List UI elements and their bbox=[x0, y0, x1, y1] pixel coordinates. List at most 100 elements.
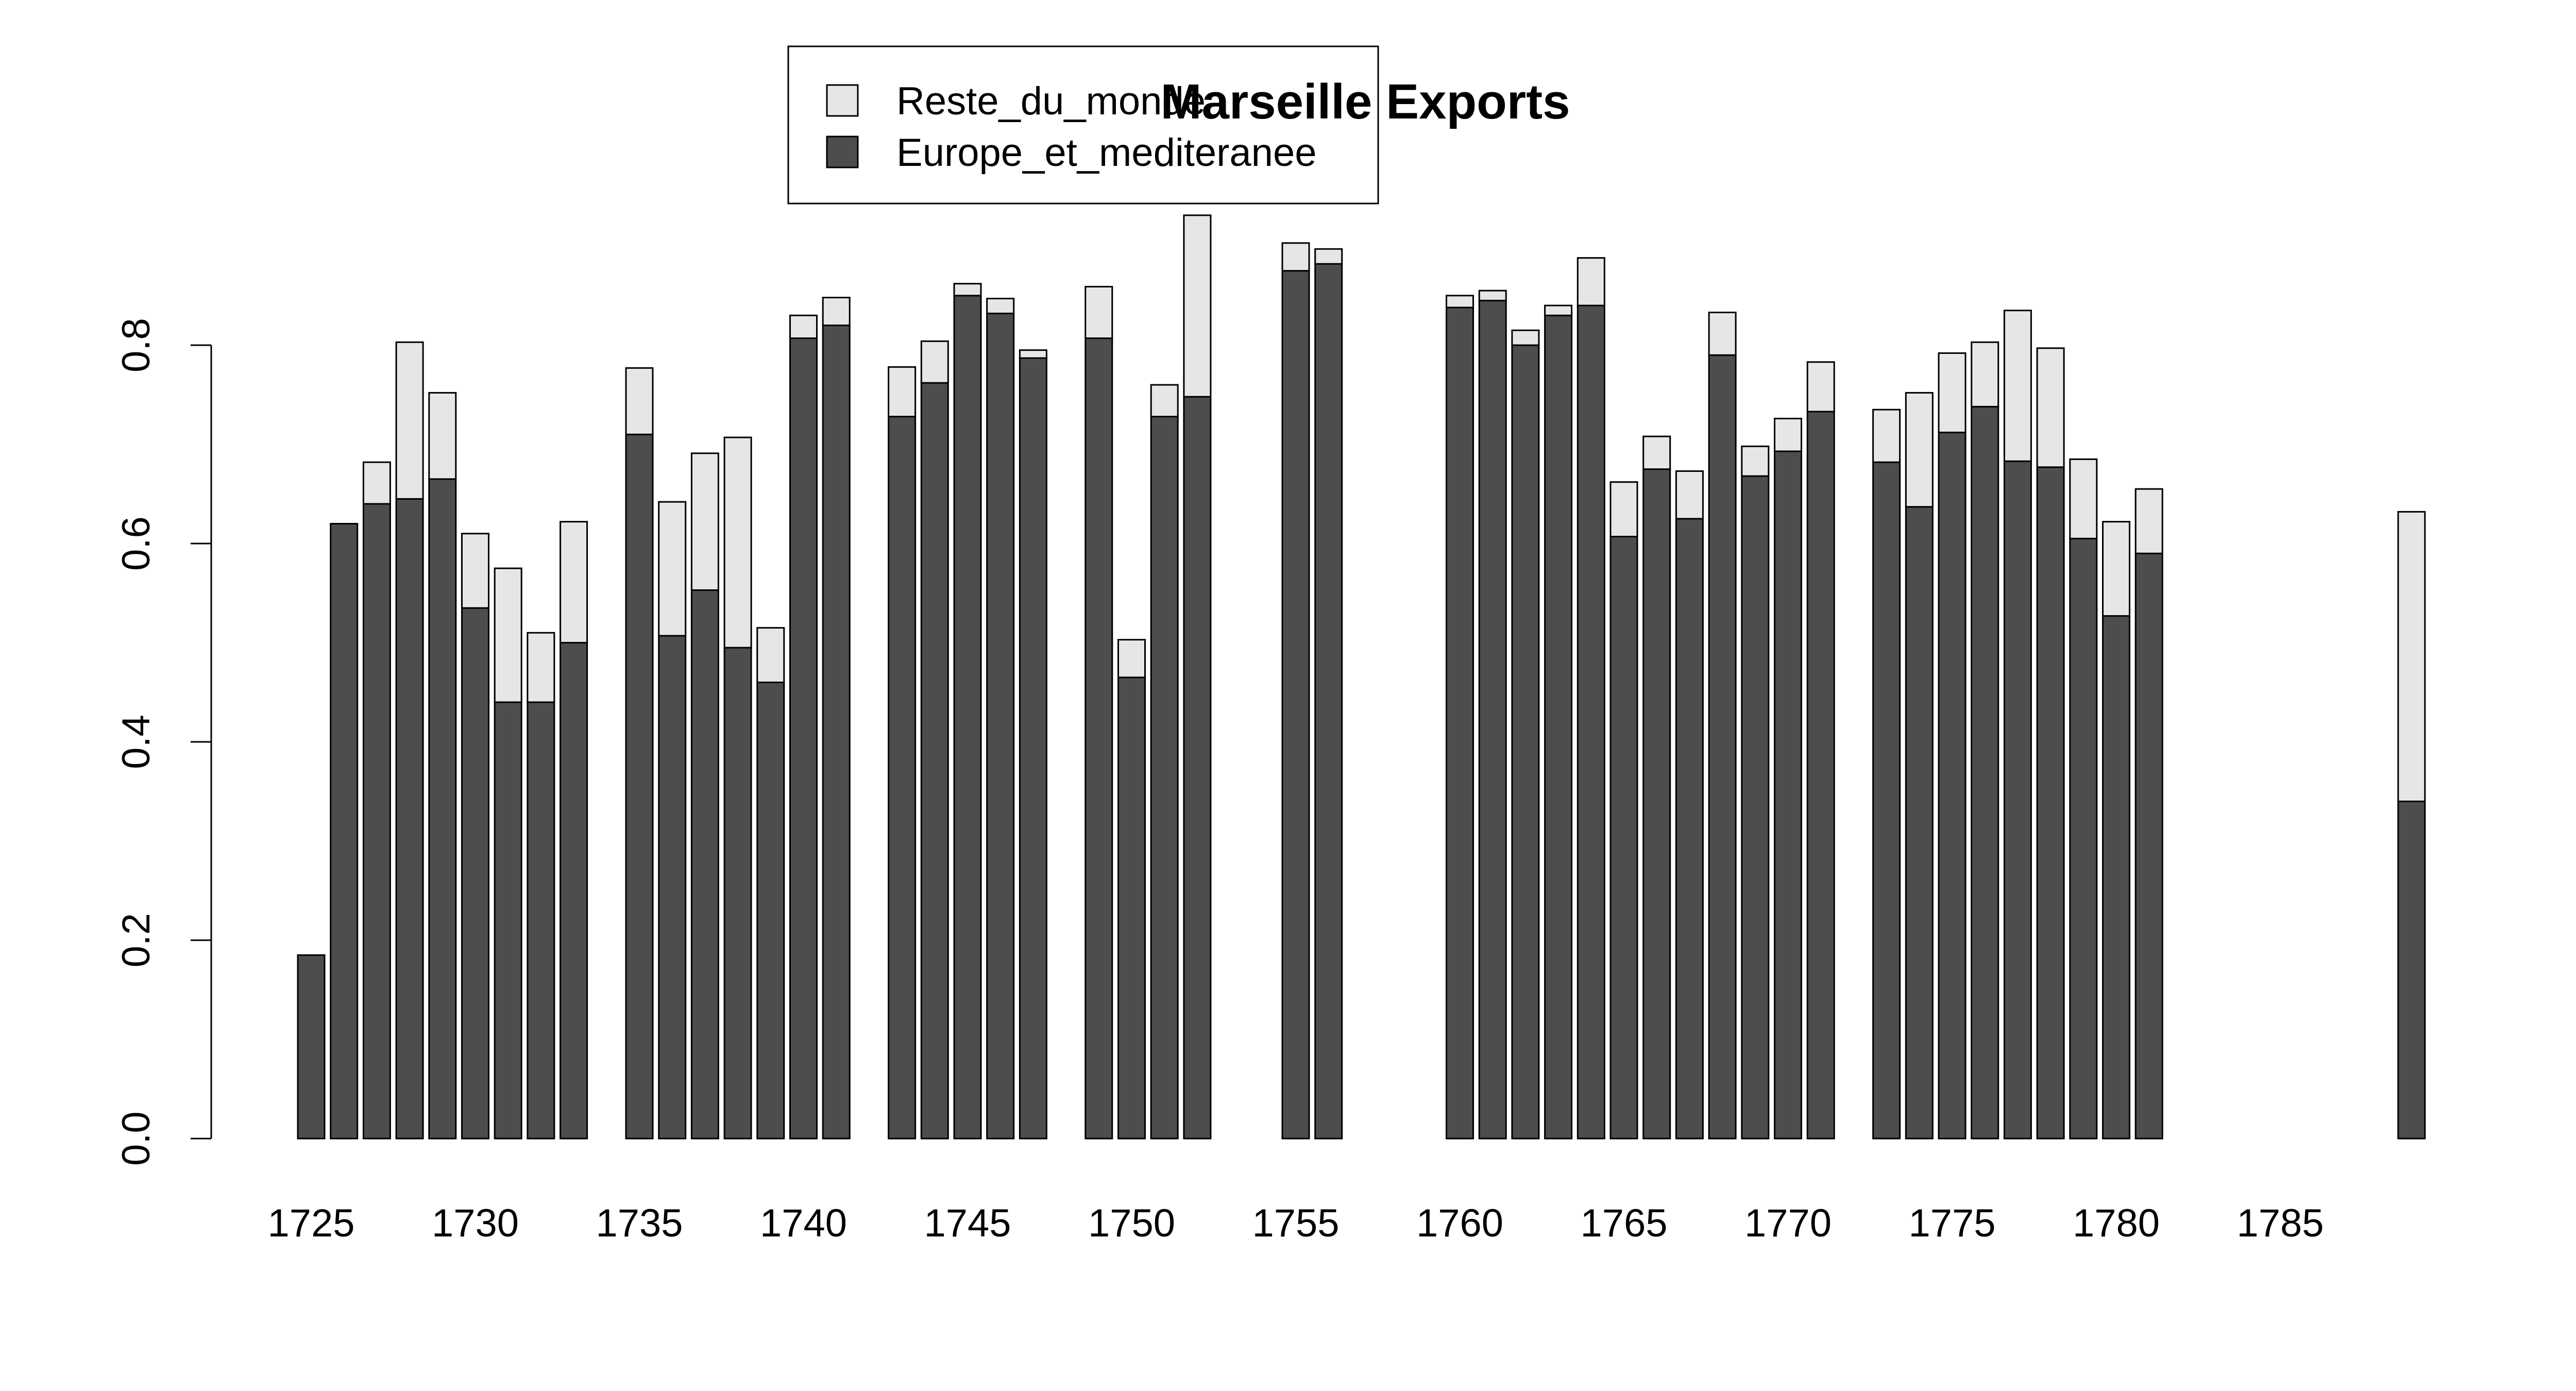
x-tick-label-1745: 1745 bbox=[924, 1201, 1011, 1245]
bar-segment-Reste_du_monde-1779 bbox=[2069, 458, 2098, 539]
bar-segment-Europe_et_mediteranee-1739 bbox=[756, 682, 785, 1140]
x-tick-label-1775: 1775 bbox=[1908, 1201, 1995, 1245]
bar-segment-Europe_et_mediteranee-1779 bbox=[2069, 537, 2098, 1140]
bar-segment-Reste_du_monde-1762 bbox=[1511, 329, 1540, 346]
bar-segment-Europe_et_mediteranee-1755 bbox=[1281, 270, 1310, 1140]
bar-segment-Reste_du_monde-1736 bbox=[658, 501, 687, 637]
bar-segment-Europe_et_mediteranee-1725 bbox=[297, 954, 326, 1140]
y-tick-label-0.8: 0.8 bbox=[114, 318, 158, 372]
bar-segment-Reste_du_monde-1751 bbox=[1150, 384, 1179, 418]
bar-segment-Reste_du_monde-1769 bbox=[1741, 445, 1770, 477]
x-tick-label-1730: 1730 bbox=[432, 1201, 519, 1245]
bar-segment-Reste_du_monde-1764 bbox=[1577, 257, 1605, 307]
bar-segment-Reste_du_monde-1780 bbox=[2102, 521, 2130, 617]
bar-segment-Reste_du_monde-1778 bbox=[2036, 347, 2065, 468]
bar-segment-Reste_du_monde-1763 bbox=[1544, 304, 1573, 316]
legend: Reste_du_monde Europe_et_mediteranee bbox=[787, 45, 1379, 205]
x-axis: 1725 1730 1735 1740 1745 1750 1755 1760 1765 1770… bbox=[267, 1201, 2324, 1245]
bar-segment-Reste_du_monde-1770 bbox=[1774, 417, 1802, 452]
bar-segment-Reste_du_monde-1752 bbox=[1183, 214, 1212, 398]
bar-segment-Reste_du_monde-1766 bbox=[1642, 435, 1671, 470]
bar-segment-Reste_du_monde-1777 bbox=[2003, 310, 2032, 462]
bar-segment-Europe_et_mediteranee-1780 bbox=[2102, 615, 2130, 1140]
bar-segment-Europe_et_mediteranee-1738 bbox=[723, 647, 752, 1140]
bar-segment-Europe_et_mediteranee-1745 bbox=[953, 295, 982, 1140]
bar-segment-Europe_et_mediteranee-1761 bbox=[1478, 299, 1507, 1140]
bar-segment-Europe_et_mediteranee-1728 bbox=[395, 498, 424, 1140]
bar-segment-Reste_du_monde-1733 bbox=[560, 521, 588, 644]
bars-group bbox=[297, 214, 2426, 1140]
bar-segment-Europe_et_mediteranee-1746 bbox=[986, 312, 1015, 1140]
y-tick-label-0.6: 0.6 bbox=[114, 516, 158, 571]
bar-segment-Europe_et_mediteranee-1744 bbox=[920, 382, 949, 1140]
bar-segment-Reste_du_monde-1756 bbox=[1314, 248, 1343, 265]
bar-segment-Reste_du_monde-1739 bbox=[756, 627, 785, 683]
bar-segment-Europe_et_mediteranee-1733 bbox=[560, 642, 588, 1140]
legend-label-Reste_du_monde: Reste_du_monde bbox=[896, 79, 1206, 123]
x-tick-label-1770: 1770 bbox=[1744, 1201, 1832, 1245]
bar-segment-Reste_du_monde-1740 bbox=[789, 314, 818, 340]
bar-segment-Reste_du_monde-1729 bbox=[428, 392, 457, 480]
bar-segment-Reste_du_monde-1749 bbox=[1084, 285, 1113, 340]
x-tick-label-1785: 1785 bbox=[2236, 1201, 2324, 1245]
x-tick-label-1780: 1780 bbox=[2073, 1201, 2160, 1245]
bar-segment-Europe_et_mediteranee-1770 bbox=[1774, 450, 1802, 1140]
bar-segment-Reste_du_monde-1741 bbox=[822, 297, 851, 326]
bar-segment-Europe_et_mediteranee-1747 bbox=[1019, 357, 1047, 1140]
bar-segment-Europe_et_mediteranee-1751 bbox=[1150, 416, 1179, 1140]
bar-segment-Reste_du_monde-1789 bbox=[2397, 511, 2426, 802]
bar-segment-Reste_du_monde-1727 bbox=[362, 461, 391, 505]
bar-segment-Reste_du_monde-1728 bbox=[395, 341, 424, 500]
bar-segment-Europe_et_mediteranee-1766 bbox=[1642, 468, 1671, 1140]
legend-swatch-Reste_du_monde bbox=[826, 84, 859, 117]
bar-segment-Europe_et_mediteranee-1732 bbox=[527, 701, 555, 1140]
bar-segment-Europe_et_mediteranee-1730 bbox=[461, 607, 489, 1140]
bar-segment-Europe_et_mediteranee-1774 bbox=[1905, 506, 1934, 1140]
bar-segment-Reste_du_monde-1735 bbox=[625, 367, 654, 435]
x-tick-label-1750: 1750 bbox=[1088, 1201, 1175, 1245]
bar-segment-Reste_du_monde-1767 bbox=[1675, 470, 1704, 520]
bar-segment-Europe_et_mediteranee-1762 bbox=[1511, 344, 1540, 1140]
chart-title: Marseille Exports bbox=[1161, 74, 1570, 129]
y-tick-label-0.0: 0.0 bbox=[114, 1111, 158, 1166]
bar-segment-Europe_et_mediteranee-1775 bbox=[1938, 431, 1967, 1140]
bar-segment-Europe_et_mediteranee-1756 bbox=[1314, 263, 1343, 1140]
bar-segment-Reste_du_monde-1732 bbox=[527, 632, 555, 703]
bar-segment-Europe_et_mediteranee-1729 bbox=[428, 478, 457, 1140]
y-tick-label-0.4: 0.4 bbox=[114, 715, 158, 769]
x-tick-label-1760: 1760 bbox=[1416, 1201, 1503, 1245]
bar-segment-Europe_et_mediteranee-1781 bbox=[2134, 552, 2163, 1140]
bar-segment-Europe_et_mediteranee-1777 bbox=[2003, 460, 2032, 1140]
bar-segment-Reste_du_monde-1765 bbox=[1609, 481, 1638, 538]
bar-segment-Reste_du_monde-1755 bbox=[1281, 242, 1310, 272]
x-tick-label-1755: 1755 bbox=[1252, 1201, 1339, 1245]
bar-segment-Europe_et_mediteranee-1731 bbox=[494, 701, 522, 1140]
bar-segment-Europe_et_mediteranee-1740 bbox=[789, 337, 818, 1140]
x-tick-label-1740: 1740 bbox=[760, 1201, 847, 1245]
bar-segment-Reste_du_monde-1774 bbox=[1905, 392, 1934, 508]
bar-segment-Europe_et_mediteranee-1735 bbox=[625, 433, 654, 1140]
bar-segment-Europe_et_mediteranee-1743 bbox=[888, 416, 917, 1140]
bar-segment-Europe_et_mediteranee-1750 bbox=[1117, 676, 1146, 1140]
bar-segment-Reste_du_monde-1746 bbox=[986, 298, 1015, 314]
bar-segment-Reste_du_monde-1768 bbox=[1708, 311, 1737, 356]
bar-segment-Reste_du_monde-1737 bbox=[690, 452, 719, 591]
bar-segment-Europe_et_mediteranee-1764 bbox=[1577, 304, 1605, 1140]
y-axis: 0.0 0.2 0.4 0.6 0.8 bbox=[114, 318, 212, 1166]
bar-segment-Europe_et_mediteranee-1776 bbox=[1971, 405, 1999, 1140]
x-tick-label-1725: 1725 bbox=[267, 1201, 354, 1245]
bar-segment-Europe_et_mediteranee-1765 bbox=[1609, 536, 1638, 1140]
bar-segment-Reste_du_monde-1738 bbox=[723, 436, 752, 649]
bar-segment-Europe_et_mediteranee-1752 bbox=[1183, 396, 1212, 1140]
bar-segment-Reste_du_monde-1743 bbox=[888, 366, 917, 418]
bar-segment-Europe_et_mediteranee-1726 bbox=[330, 523, 359, 1140]
bar-segment-Reste_du_monde-1731 bbox=[494, 567, 522, 703]
bar-segment-Europe_et_mediteranee-1749 bbox=[1084, 337, 1113, 1140]
x-tick-label-1735: 1735 bbox=[596, 1201, 683, 1245]
bar-segment-Europe_et_mediteranee-1773 bbox=[1872, 461, 1901, 1140]
bar-segment-Reste_du_monde-1775 bbox=[1938, 352, 1967, 433]
bar-segment-Europe_et_mediteranee-1736 bbox=[658, 635, 687, 1140]
bar-segment-Reste_du_monde-1730 bbox=[461, 533, 489, 609]
legend-swatch-Europe_et_mediteranee bbox=[826, 135, 859, 168]
bar-segment-Reste_du_monde-1747 bbox=[1019, 349, 1047, 359]
